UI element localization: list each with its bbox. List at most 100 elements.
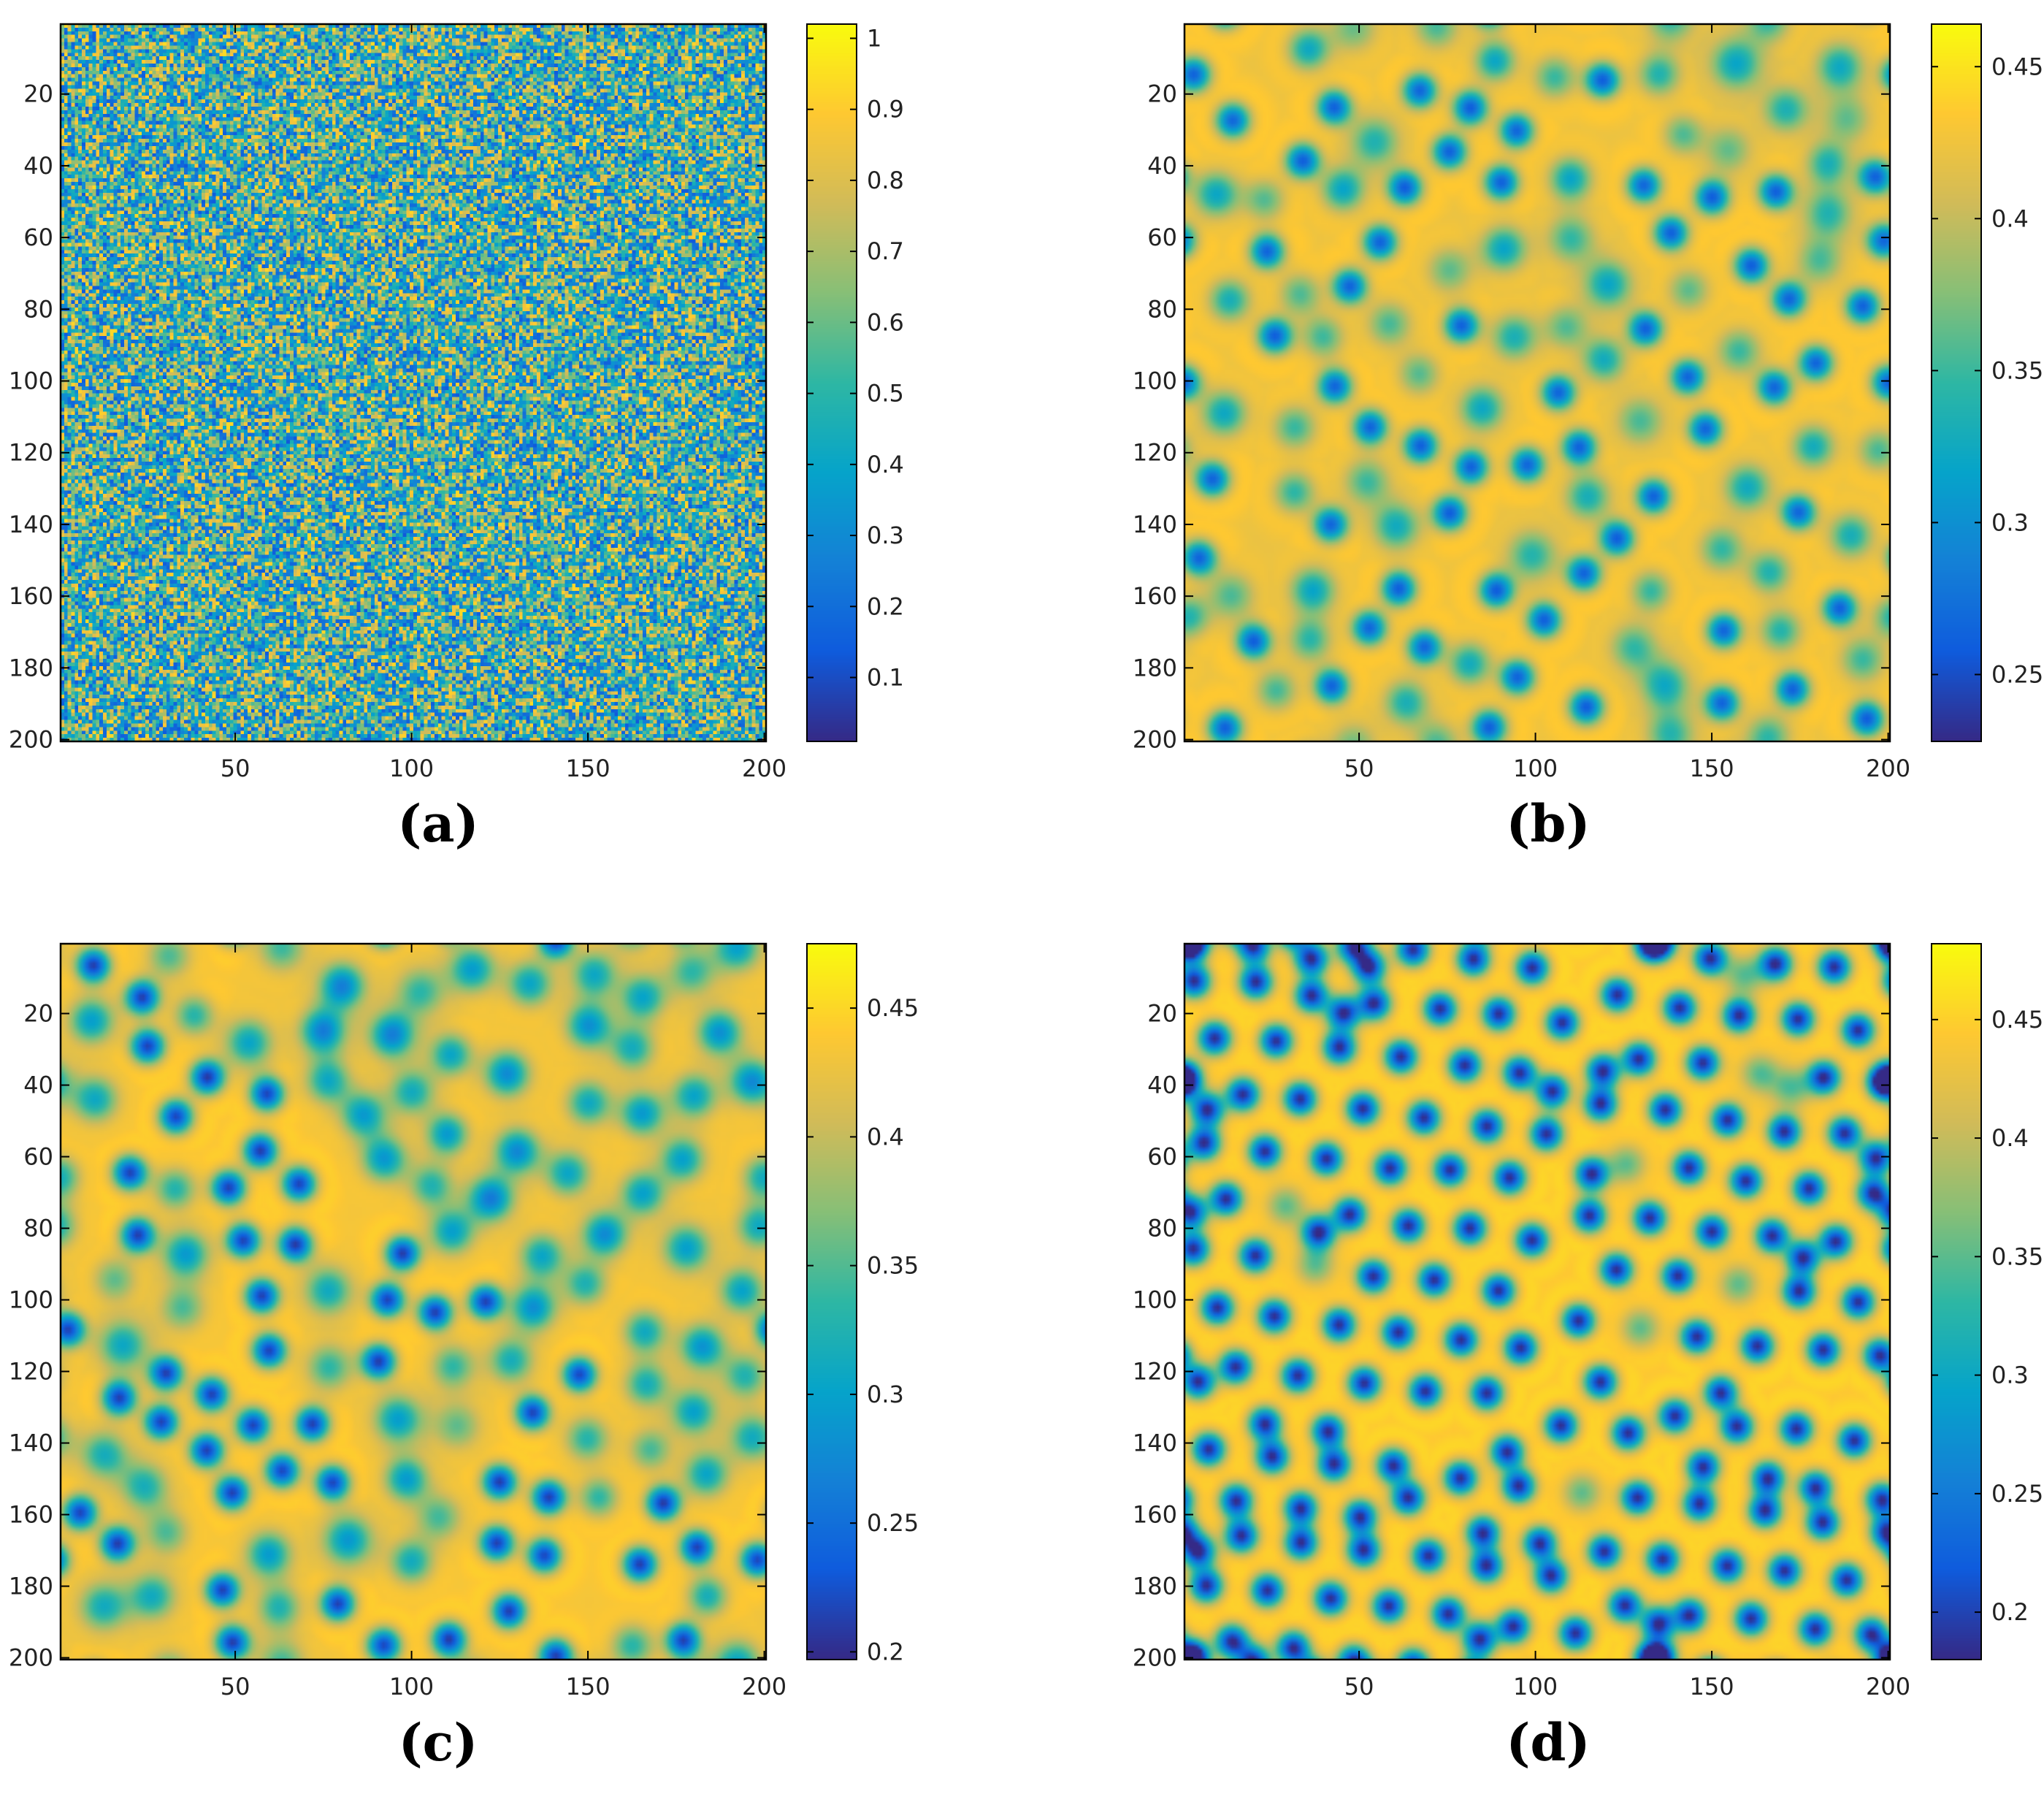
x-tick-label: 200: [742, 755, 786, 782]
x-tick-label: 50: [1344, 1673, 1374, 1700]
panel-b: 50 100 150 200 20 40 60 80 100 120 140 160 180 200 0.2…: [1133, 23, 2043, 854]
colorbar-gradient-c: [807, 944, 857, 1660]
x-tick-label: 200: [742, 1673, 786, 1700]
x-tick-label: 200: [1866, 1673, 1910, 1700]
colorbar-frame-b: [1931, 23, 1982, 742]
heatmap-image-c: [61, 944, 766, 1660]
plot-frame-d: [1183, 942, 1891, 1661]
x-tick-label: 150: [1690, 1673, 1734, 1700]
x-tick-label: 150: [566, 1673, 610, 1700]
colorbar-tick-label: 0.1: [867, 663, 904, 691]
colorbar-tick-label: 0.2: [867, 1638, 904, 1665]
y-tick-label: 200: [1133, 1644, 1177, 1672]
colorbar-tick-label: 0.3: [867, 522, 904, 549]
heatmap-image-a: [61, 24, 766, 741]
colorbar-tick-label: 0.45: [1991, 53, 2043, 80]
colorbar-tick-label: 0.4: [867, 451, 904, 478]
colorbar-tick-label: 0.7: [867, 237, 904, 265]
x-tick-label: 100: [389, 755, 434, 782]
y-tick-label: 120: [1133, 439, 1177, 467]
colorbar-tick-label: 0.45: [1991, 1006, 2043, 1034]
colorbar-tick-label: 0.35: [1991, 1242, 2043, 1270]
y-tick-label: 180: [1133, 1573, 1177, 1600]
y-tick-label: 80: [1147, 295, 1177, 323]
y-tick-label: 120: [9, 1358, 53, 1386]
x-tick-label: 50: [221, 755, 250, 782]
panel-caption-a: (a): [397, 793, 479, 854]
colorbar-gradient-d: [1932, 944, 1981, 1660]
y-tick-label: 20: [23, 1000, 53, 1028]
colorbar-tick-label: 0.4: [1991, 205, 2029, 232]
colorbar-tick-label: 0.6: [867, 308, 904, 336]
heatmap-image-d: [1184, 944, 1890, 1660]
colorbar-frame-a: [806, 23, 857, 742]
colorbar-tick-label: 0.2: [867, 592, 904, 620]
y-tick-label: 40: [23, 1072, 53, 1099]
y-tick-label: 20: [23, 80, 53, 108]
y-tick-label: 60: [1147, 224, 1177, 251]
x-tick-label: 100: [1513, 755, 1558, 782]
y-tick-label: 60: [23, 1143, 53, 1171]
y-tick-label: 200: [1133, 726, 1177, 754]
colorbar-tick-label: 0.25: [1991, 660, 2043, 688]
x-tick-label: 100: [1513, 1673, 1558, 1700]
colorbar-tick-label: 0.3: [1991, 508, 2029, 536]
y-tick-label: 160: [9, 582, 53, 610]
colorbar-tick-label: 0.3: [867, 1381, 904, 1408]
plot-frame-c: [59, 942, 768, 1661]
colorbar-tick-label: 0.25: [867, 1509, 919, 1537]
panel-caption-d: (d): [1506, 1712, 1590, 1773]
colorbar-frame-d: [1931, 943, 1982, 1660]
y-tick-label: 20: [1147, 1000, 1177, 1028]
colorbar-gradient-a: [807, 24, 857, 741]
colorbar-tick-label: 0.3: [1991, 1362, 2029, 1389]
y-tick-label: 80: [1147, 1215, 1177, 1242]
y-tick-label: 180: [9, 654, 53, 682]
plot-frame-a: [59, 23, 768, 743]
colorbar-tick-label: 0.35: [1991, 356, 2043, 384]
x-tick-label: 150: [566, 755, 610, 782]
heatmap-image-b: [1184, 24, 1890, 741]
y-tick-label: 140: [9, 511, 53, 538]
colorbar-tick-label: 0.4: [867, 1123, 904, 1150]
panel-caption-c: (c): [399, 1712, 478, 1773]
y-tick-label: 60: [1147, 1143, 1177, 1171]
y-tick-label: 180: [1133, 654, 1177, 682]
y-tick-label: 80: [23, 1215, 53, 1242]
y-tick-label: 120: [9, 439, 53, 467]
colorbar-tick-label: 1: [867, 24, 881, 52]
y-tick-label: 140: [1133, 1429, 1177, 1457]
colorbar-tick-label: 0.9: [867, 96, 904, 123]
y-tick-label: 160: [1133, 582, 1177, 610]
y-tick-label: 60: [23, 224, 53, 251]
plot-frame-b: [1183, 23, 1891, 743]
colorbar-tick-label: 0.2: [1991, 1598, 2029, 1626]
y-tick-label: 160: [9, 1501, 53, 1529]
colorbar-frame-c: [806, 943, 857, 1660]
y-tick-label: 100: [1133, 1286, 1177, 1314]
y-tick-label: 180: [9, 1573, 53, 1600]
y-tick-label: 100: [9, 1286, 53, 1314]
y-tick-label: 140: [1133, 511, 1177, 538]
x-tick-label: 150: [1690, 755, 1734, 782]
colorbar-tick-label: 0.25: [1991, 1480, 2043, 1508]
y-tick-label: 140: [9, 1429, 53, 1457]
y-tick-label: 100: [1133, 367, 1177, 395]
colorbar-tick-label: 0.4: [1991, 1124, 2029, 1152]
y-tick-label: 120: [1133, 1358, 1177, 1386]
colorbar-tick-label: 0.35: [867, 1252, 919, 1280]
y-tick-label: 40: [1147, 1072, 1177, 1099]
y-tick-label: 40: [23, 152, 53, 180]
x-tick-label: 100: [389, 1673, 434, 1700]
y-tick-label: 200: [9, 726, 53, 754]
y-tick-label: 40: [1147, 152, 1177, 180]
x-tick-label: 200: [1866, 755, 1910, 782]
panel-caption-b: (b): [1506, 793, 1590, 854]
panel-c: 50 100 150 200 20 40 60 80 100 120 140 160 180 200 0.2…: [9, 942, 919, 1773]
y-tick-label: 200: [9, 1644, 53, 1672]
colorbar-tick-label: 0.45: [867, 994, 919, 1022]
y-tick-label: 80: [23, 295, 53, 323]
y-tick-label: 160: [1133, 1501, 1177, 1529]
